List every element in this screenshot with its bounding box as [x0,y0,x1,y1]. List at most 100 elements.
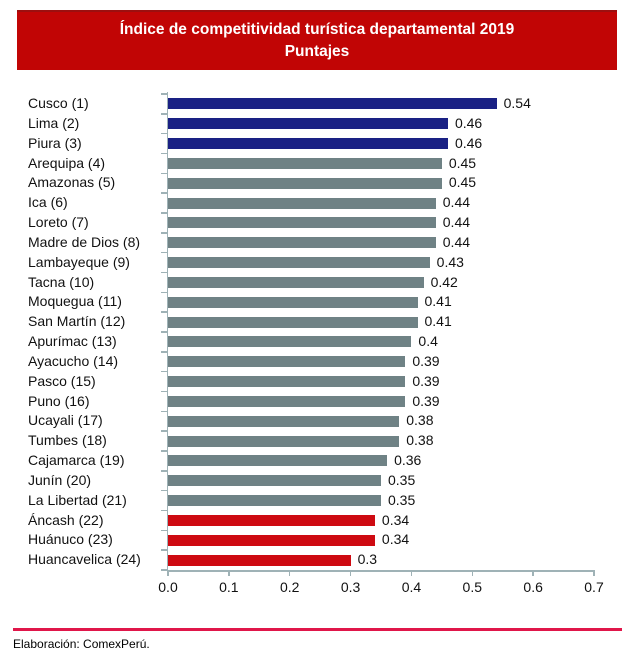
value-label: 0.35 [388,491,416,508]
category-label: San Martín (12) [28,313,126,330]
category-label: Junín (20) [28,471,92,488]
x-axis-tick [410,570,413,576]
value-label: 0.4 [418,333,438,349]
y-axis-tick [161,470,167,472]
x-axis-tick [593,570,595,576]
y-axis-tick [161,271,167,274]
x-tick-label: 0.3 [340,579,361,595]
x-axis-tick [167,570,169,576]
category-label: Ica (6) [28,194,68,211]
y-axis-tick [161,489,167,492]
bar-mid [168,415,400,427]
bar-mid [168,435,400,447]
category-label: Lima (2) [28,114,80,131]
value-label: 0.43 [436,253,464,270]
category-label: Ayacucho (14) [28,352,119,369]
bar-top [168,118,448,130]
value-label: 0.54 [503,95,531,111]
value-label: 0.44 [442,194,471,211]
bar-bottom [168,514,375,526]
category-label: Madre de Dios (8) [28,233,141,250]
y-axis-tick [161,192,167,194]
x-tick-label: 0.2 [279,579,300,595]
y-axis-tick [161,132,167,135]
category-label: Loreto (7) [28,214,89,230]
y-axis-tick [161,93,167,95]
bar-mid [168,217,436,229]
x-tick-label: 0.7 [584,579,604,595]
category-label: Puno (16) [28,392,90,409]
category-label: Huánuco (23) [28,531,113,548]
y-axis-tick [161,311,167,313]
bar-mid [168,237,436,249]
y-axis-tick [161,370,167,373]
x-tick-label: 0.4 [401,579,422,595]
bar-mid [168,336,412,348]
bar-mid [168,356,406,368]
value-label: 0.46 [454,134,483,151]
category-label: Cajamarca (19) [28,452,125,468]
category-label: Tacna (10) [28,273,95,290]
category-label: Pasco (15) [28,372,96,389]
bar-mid [168,296,418,308]
value-label: 0.38 [406,432,434,449]
value-label: 0.41 [424,313,452,330]
source-note: Elaboración: ComexPerú. [13,637,150,651]
y-axis-tick [161,569,167,571]
bar-mid [168,395,406,407]
y-axis-tick [161,232,167,234]
y-axis-tick [161,291,167,294]
category-label: Arequipa (4) [28,154,106,171]
value-label: 0.3 [357,551,378,568]
value-label: 0.34 [381,531,410,548]
category-label: La Libertad (21) [28,491,127,508]
y-axis-tick [161,509,167,512]
value-label: 0.39 [412,372,440,389]
y-axis-tick [161,410,167,413]
value-label: 0.46 [454,114,483,131]
value-label: 0.35 [388,471,416,488]
chart-subtitle: Puntajes [284,43,350,60]
value-label: 0.45 [448,154,477,171]
bar-bottom [168,554,351,566]
bar-mid [168,197,436,209]
bar-top [168,98,497,110]
value-label: 0.34 [381,511,410,528]
x-axis-line [166,570,594,572]
bar-top [168,138,448,150]
value-label: 0.38 [406,412,434,429]
category-label: Cusco (1) [28,95,89,111]
bar-mid [168,276,424,288]
bar-mid [168,316,418,328]
value-label: 0.42 [430,273,458,290]
y-axis-tick [161,212,167,214]
x-tick-label: 0.6 [523,579,543,595]
value-label: 0.45 [448,174,477,191]
x-tick-label: 0.1 [219,579,239,595]
y-axis-tick [161,529,167,532]
y-axis-tick [161,172,167,175]
y-axis-tick [161,251,167,254]
x-tick-label: 0.5 [462,579,483,595]
y-axis-tick [161,390,167,393]
chart-title: Índice de competitividad turística depar… [119,21,515,38]
category-label: Moquegua (11) [28,293,122,310]
bar-mid [168,257,430,269]
value-label: 0.44 [442,233,471,250]
y-axis-tick [161,549,167,551]
category-label: Amazonas (5) [28,174,116,191]
footer-divider [13,628,622,631]
x-axis-tick [288,570,291,576]
category-label: Piura (3) [28,134,82,151]
x-tick-label: 0.0 [158,579,178,595]
bar-mid [168,495,381,507]
y-axis-tick [161,430,167,432]
value-label: 0.36 [394,452,422,468]
value-label: 0.39 [412,352,440,369]
value-label: 0.44 [442,214,471,230]
y-axis-tick [161,152,167,155]
category-label: Ucayali (17) [28,412,103,429]
bar-bottom [168,534,375,546]
